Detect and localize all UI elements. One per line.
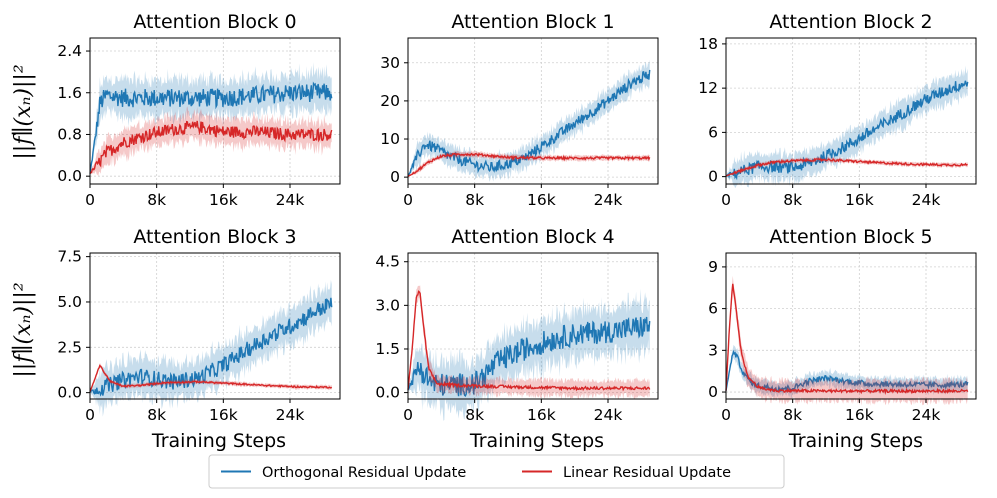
plot-frame	[407, 252, 659, 400]
y-tick-label: 10	[380, 130, 400, 148]
x-tick-label: 24k	[594, 191, 623, 209]
y-tick-label: 12	[698, 79, 718, 97]
x-tick-label: 0	[85, 191, 95, 209]
series-line	[407, 290, 651, 392]
y-tick-label: 6	[708, 123, 718, 141]
x-tick-label: 24k	[594, 406, 623, 424]
y-tick-label: 20	[380, 92, 400, 110]
x-tick-label: 16k	[845, 191, 874, 209]
chart-title: Attention Block 0	[133, 11, 296, 33]
y-tick-label: 0	[708, 383, 718, 401]
x-tick-label: 0	[721, 406, 731, 424]
x-tick-label: 0	[403, 191, 413, 209]
x-tick-label: 16k	[845, 406, 874, 424]
y-tick-label: 0	[390, 168, 400, 186]
panels: 0 8k 16k 24k 0.0 0.8 1.6 2.4 Attention Block 0 0 8…	[57, 11, 977, 424]
series-band	[408, 150, 650, 177]
x-axis-label-right: Training Steps	[788, 430, 923, 452]
y-tick-label: 2.5	[57, 338, 82, 356]
chart-panel: 0 8k 16k 24k 0 10 20 30 Attention Block 1	[380, 11, 659, 209]
chart-title: Attention Block 4	[451, 226, 614, 248]
series-line	[407, 152, 651, 178]
x-tick-label: 8k	[783, 406, 802, 424]
series-line	[89, 81, 333, 174]
y-axis-label-bottom: ||f∥(xₙ)||²	[11, 282, 36, 377]
y-tick-label: 0.0	[57, 384, 82, 402]
y-tick-label: 5.0	[57, 293, 82, 311]
x-tick-label: 0	[403, 406, 413, 424]
x-tick-label: 8k	[147, 406, 166, 424]
plot-frame	[89, 37, 341, 185]
plot-frame	[725, 252, 977, 400]
series-band	[90, 279, 332, 417]
x-tick-label: 8k	[783, 191, 802, 209]
chart-title: Attention Block 2	[769, 11, 932, 33]
chart-panel: 0 8k 16k 24k 0.0 0.8 1.6 2.4 Attention Block 0	[57, 11, 341, 209]
legend: Orthogonal Residual Update Linear Residu…	[208, 454, 785, 489]
x-tick-label: 16k	[527, 406, 556, 424]
legend-label-linear: Linear Residual Update	[563, 465, 731, 481]
legend-frame	[208, 454, 785, 489]
y-tick-label: 1.6	[57, 84, 82, 102]
series-line	[407, 69, 651, 177]
x-tick-label: 24k	[276, 191, 305, 209]
y-tick-label: 6	[708, 300, 718, 318]
chart-title: Attention Block 1	[451, 11, 614, 33]
y-tick-label: 0.0	[375, 384, 400, 402]
chart-title: Attention Block 3	[133, 226, 296, 248]
series-line	[89, 364, 333, 392]
x-tick-label: 16k	[527, 191, 556, 209]
chart-title: Attention Block 5	[769, 226, 932, 248]
chart-panel: 0 8k 16k 24k 0.0 1.5 3.0 4.5 Attention Block 4	[375, 226, 659, 424]
plot-frame	[725, 37, 977, 185]
y-tick-label: 18	[698, 35, 718, 53]
y-tick-label: 9	[708, 258, 718, 276]
x-tick-label: 0	[721, 191, 731, 209]
y-tick-label: 4.5	[375, 253, 400, 271]
series-band	[408, 59, 650, 182]
x-tick-label: 16k	[209, 406, 238, 424]
chart-panel: 0 8k 16k 24k 0 6 12 18 Attention Block 2	[698, 11, 977, 209]
x-tick-label: 8k	[147, 191, 166, 209]
legend-label-orthogonal: Orthogonal Residual Update	[262, 465, 466, 481]
x-tick-label: 8k	[465, 191, 484, 209]
plot-frame	[89, 252, 341, 400]
y-tick-label: 0	[708, 168, 718, 186]
series-band	[90, 106, 332, 177]
x-axis-label-middle: Training Steps	[469, 430, 604, 452]
y-tick-label: 30	[380, 54, 400, 72]
chart-panel: 0 8k 16k 24k 0.0 2.5 5.0 7.5 Attention Block 3	[57, 226, 341, 424]
x-tick-label: 24k	[912, 406, 941, 424]
y-tick-label: 7.5	[57, 248, 82, 266]
x-axis-label-left: Training Steps	[151, 430, 286, 452]
series-band	[726, 65, 968, 189]
x-tick-label: 0	[85, 406, 95, 424]
series-line	[725, 157, 968, 177]
series-line	[726, 80, 969, 181]
series-band	[726, 275, 968, 406]
series-line	[89, 297, 333, 397]
y-tick-label: 3	[708, 341, 718, 359]
x-tick-label: 16k	[209, 191, 238, 209]
x-tick-label: 24k	[912, 191, 941, 209]
series-band	[408, 285, 650, 400]
y-axis-label-top: ||f∥(xₙ)||²	[11, 64, 36, 159]
y-tick-label: 1.5	[375, 340, 400, 358]
y-tick-label: 0.8	[57, 125, 82, 143]
chart-panel: 0 8k 16k 24k 0 3 6 9 Attention Block 5	[708, 226, 977, 424]
x-tick-label: 8k	[465, 406, 484, 424]
y-tick-label: 0.0	[57, 167, 82, 185]
y-tick-label: 2.4	[57, 42, 82, 60]
plot-frame	[407, 37, 659, 185]
x-tick-label: 24k	[276, 406, 305, 424]
series-line	[725, 349, 969, 393]
y-tick-label: 3.0	[375, 296, 400, 314]
series-line	[725, 283, 969, 395]
series-line	[89, 120, 333, 174]
